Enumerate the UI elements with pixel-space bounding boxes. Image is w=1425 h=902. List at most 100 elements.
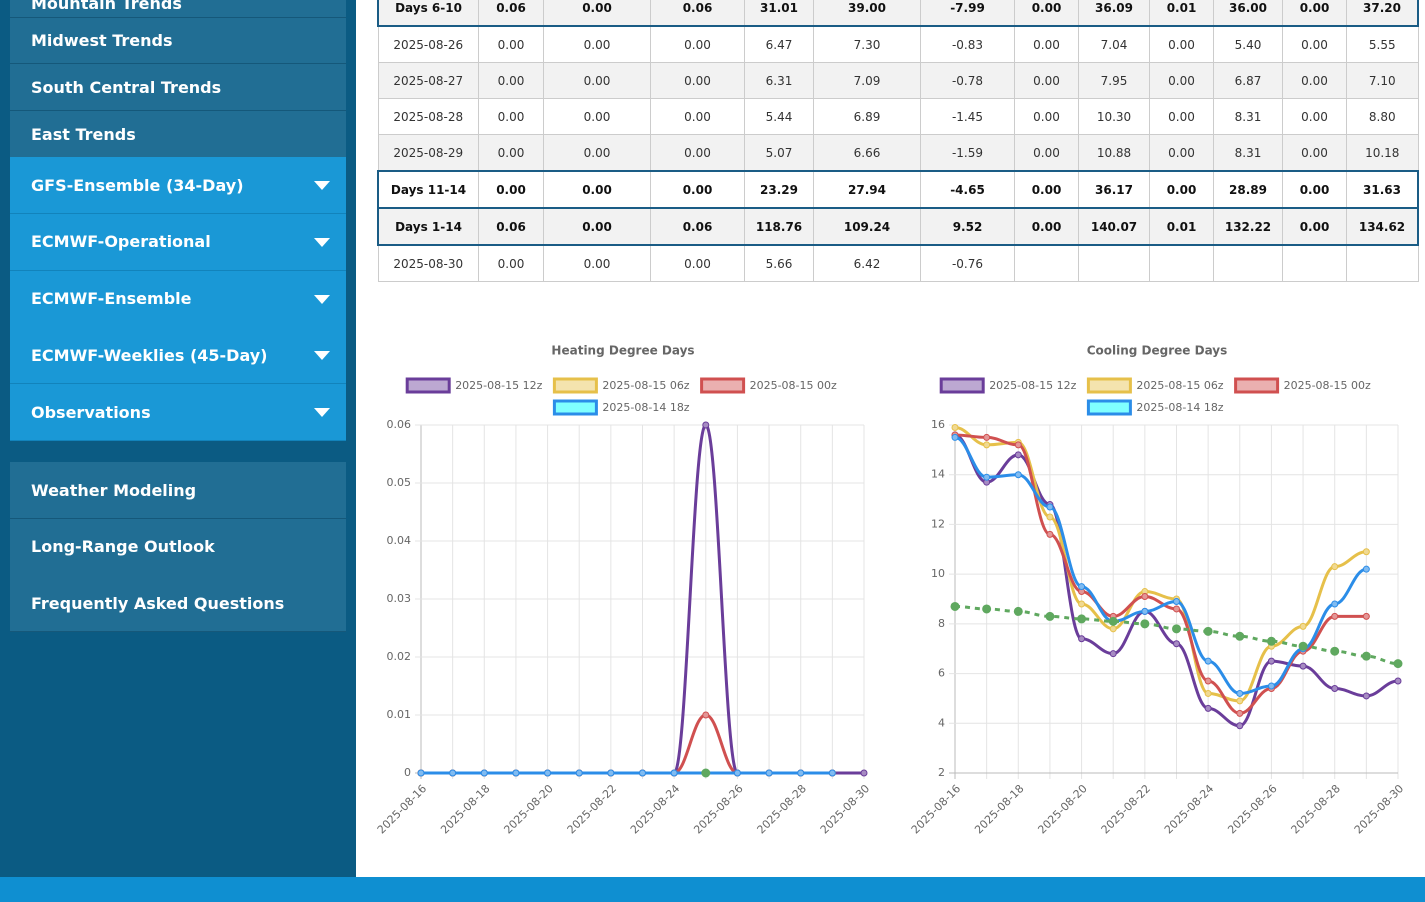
menu-dropdown[interactable]: ECMWF-Ensemble (10, 270, 346, 328)
y-tick-label: 0.01 (387, 708, 412, 721)
data-point (1046, 513, 1054, 521)
data-point (1108, 616, 1118, 626)
table-row: 2025-08-28 0.00 0.00 0.00 5.44 6.89 -1.45 0.00 1… (377, 98, 1419, 135)
y-tick-label: 4 (938, 716, 945, 729)
data-point (983, 433, 991, 441)
data-point (1266, 636, 1276, 646)
table-cell: 0.00 (478, 98, 544, 135)
table-cell: -0.76 (920, 244, 1015, 282)
table-cell: -0.83 (920, 25, 1015, 63)
data-point (480, 769, 488, 777)
table-cell: 0.00 (1282, 207, 1347, 246)
menu-dropdown[interactable]: ECMWF-Weeklies (45-Day) (10, 327, 346, 385)
legend-label: 2025-08-15 06z (602, 379, 689, 392)
legend-swatch (700, 377, 746, 394)
table-cell: 0.00 (1149, 62, 1214, 99)
data-point (1173, 640, 1180, 648)
table-cell: 118.76 (744, 207, 814, 246)
menu-dropdown[interactable]: Observations (10, 384, 346, 442)
table-row: 2025-08-27 0.00 0.00 0.00 6.31 7.09 -0.78 0.00 7… (377, 62, 1419, 99)
data-point (1393, 659, 1403, 669)
data-point (1267, 657, 1275, 665)
table-cell: -1.45 (920, 98, 1015, 135)
table-cell: 0.00 (1282, 62, 1347, 99)
data-point (1361, 651, 1371, 661)
y-tick-label: 16 (931, 418, 945, 431)
y-tick-label: 6 (938, 667, 945, 680)
data-point (983, 441, 991, 449)
table-cell: 10.30 (1078, 98, 1150, 135)
x-tick-label: 2025-08-30 (1352, 782, 1406, 836)
table-cell: 0.00 (650, 170, 745, 209)
table-cell: 36.17 (1078, 170, 1150, 209)
legend-label: 2025-08-14 18z (1136, 401, 1223, 414)
series-line (954, 425, 1367, 703)
menu-item[interactable]: East Trends (10, 111, 346, 158)
table-cell (1014, 244, 1079, 282)
data-point (607, 769, 615, 777)
data-point (1236, 709, 1244, 717)
menu-item[interactable]: Mountain Trends (10, 0, 346, 18)
data-point (1109, 650, 1117, 658)
data-point (1362, 565, 1370, 573)
dropdown-arrow (314, 408, 330, 418)
data-point (797, 769, 805, 777)
data-point (1235, 631, 1245, 641)
table-cell: 0.00 (650, 244, 745, 282)
table-cell: 0.00 (650, 62, 745, 99)
data-point (1267, 682, 1275, 690)
table-cell: 0.00 (1014, 0, 1079, 27)
menu-item[interactable]: South Central Trends (10, 64, 346, 111)
menu-link[interactable]: Frequently Asked Questions (10, 575, 346, 632)
table-cell: 0.00 (543, 25, 651, 63)
menu-dropdown[interactable]: GFS-Ensemble (34-Day) (10, 157, 346, 214)
table-cell: 6.42 (813, 244, 921, 282)
legend-swatch (1086, 399, 1132, 416)
data-point (951, 433, 959, 441)
data-point (1078, 600, 1086, 608)
data-point (1299, 622, 1307, 630)
data-point (1046, 503, 1054, 511)
series-line (954, 433, 1367, 715)
menu-dropdown[interactable]: ECMWF-Operational (10, 213, 346, 271)
table-cell: 31.01 (744, 0, 814, 27)
sidebar: Mountain Trends Midwest Trends South Centr… (0, 0, 356, 877)
row-label: 2025-08-29 (377, 134, 479, 172)
data-point (701, 768, 711, 778)
table-cell (1282, 244, 1347, 282)
table-cell: 0.00 (650, 25, 745, 63)
table-cell: 10.18 (1346, 134, 1419, 172)
data-point (983, 473, 991, 481)
table-cell: 31.63 (1346, 170, 1419, 209)
dropdown-arrow (314, 237, 330, 247)
menu-item[interactable]: Midwest Trends (10, 18, 346, 64)
table-cell: 0.00 (543, 170, 651, 209)
y-tick-label: 14 (931, 468, 945, 481)
y-tick-label: 0.03 (387, 592, 412, 605)
table-cell: 39.00 (813, 0, 921, 27)
table-cell: 0.00 (478, 170, 544, 209)
legend-swatch (939, 377, 985, 394)
table-cell (1149, 244, 1214, 282)
data-point (1331, 612, 1339, 620)
table-cell: 0.00 (1014, 25, 1079, 63)
data-point (702, 711, 710, 719)
data-point (1109, 625, 1117, 633)
y-tick-label: 0.05 (387, 476, 412, 489)
x-tick-label: 2025-08-26 (691, 782, 745, 836)
menu-link[interactable]: Long-Range Outlook (10, 518, 346, 576)
data-point (670, 769, 678, 777)
table-cell: 0.01 (1149, 207, 1214, 246)
table-cell: 0.00 (1149, 98, 1214, 135)
table-cell: 0.00 (543, 244, 651, 282)
data-point (1172, 624, 1181, 634)
table-cell: 0.01 (1149, 0, 1214, 27)
legend-label: 2025-08-14 18z (602, 401, 689, 414)
x-tick-label: 2025-08-28 (755, 782, 809, 836)
x-tick-label: 2025-08-16 (909, 782, 963, 836)
data-point (449, 769, 457, 777)
menu-link[interactable]: Weather Modeling (10, 462, 346, 519)
data-point (1046, 530, 1054, 538)
table-cell: 6.66 (813, 134, 921, 172)
